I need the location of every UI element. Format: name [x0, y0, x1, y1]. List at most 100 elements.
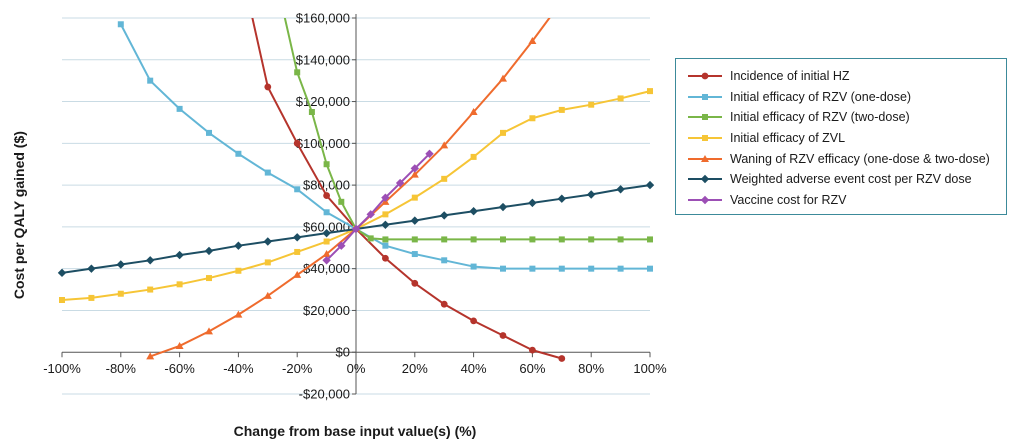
data-point — [87, 264, 96, 273]
data-point — [175, 250, 184, 260]
data-point — [470, 236, 477, 243]
data-point — [499, 332, 507, 339]
legend-item: Initial efficacy of RZV (one-dose) — [686, 87, 1006, 107]
data-point — [382, 236, 389, 243]
data-point — [263, 237, 272, 246]
data-point — [425, 149, 434, 158]
data-point — [146, 256, 155, 265]
data-point — [176, 105, 183, 112]
data-point — [617, 265, 624, 272]
data-point — [411, 194, 418, 201]
data-point — [440, 300, 448, 308]
data-point — [294, 248, 301, 255]
legend-swatch — [688, 135, 722, 142]
data-point — [470, 263, 477, 270]
y-tick-label: $80,000 — [303, 178, 350, 193]
x-tick-labels: -100% -80% -60% -40% -20% 0% 20% 40% 60% 80% 100% — [43, 352, 667, 376]
legend-item: Incidence of initial HZ — [686, 66, 1006, 86]
data-point — [57, 268, 67, 278]
legend: Incidence of initial HZ Initial efficacy … — [675, 58, 1007, 215]
data-point — [337, 241, 346, 250]
data-point — [558, 0, 566, 4]
data-point — [234, 241, 243, 250]
legend-swatch — [688, 93, 722, 100]
y-tick-label: $120,000 — [296, 94, 350, 109]
data-point — [147, 286, 154, 293]
data-point — [441, 257, 448, 264]
series-group — [57, 0, 655, 362]
data-point — [235, 150, 242, 157]
data-point — [323, 209, 330, 216]
data-point — [323, 238, 330, 245]
data-point — [264, 169, 271, 176]
legend-swatch — [688, 114, 722, 121]
x-tick-label: 0% — [347, 361, 366, 376]
data-point — [410, 170, 419, 178]
x-tick-label: -60% — [164, 361, 195, 376]
legend-swatch — [688, 154, 722, 162]
data-point — [322, 228, 331, 238]
data-point — [381, 193, 390, 202]
legend-marker — [702, 135, 708, 142]
data-point — [175, 341, 184, 349]
data-point — [558, 236, 565, 243]
data-point — [500, 236, 506, 243]
y-tick-label: $140,000 — [296, 52, 350, 67]
data-point — [616, 185, 625, 194]
data-point — [441, 175, 448, 182]
data-point — [617, 236, 624, 243]
y-tick-label: $160,000 — [296, 11, 350, 26]
data-point — [147, 77, 154, 84]
data-point — [645, 180, 655, 190]
legend-swatch — [688, 72, 722, 80]
data-point — [146, 352, 155, 360]
series-line — [119, 23, 650, 270]
series-line — [251, 18, 563, 360]
data-point — [366, 210, 375, 219]
legend-item: Waning of RZV efficacy (one-dose & two-d… — [686, 149, 1006, 169]
series — [322, 149, 434, 265]
data-point — [176, 281, 183, 288]
x-tick-label: -100% — [43, 361, 81, 376]
data-point — [382, 211, 389, 218]
data-point — [528, 198, 537, 208]
series-line — [283, 18, 650, 241]
data-point — [88, 294, 95, 301]
legend-marker — [701, 154, 709, 162]
data-point — [323, 192, 330, 199]
data-point — [558, 106, 565, 113]
x-tick-label: 20% — [402, 361, 428, 376]
legend-marker — [702, 114, 708, 121]
y-axis-title: Cost per QALY gained ($) — [11, 131, 27, 299]
data-point — [440, 141, 449, 149]
data-point — [529, 115, 536, 122]
data-point — [264, 83, 272, 91]
data-point — [469, 207, 478, 216]
data-point — [647, 236, 653, 243]
data-point — [410, 216, 419, 225]
legend-item: Initial efficacy of ZVL — [686, 128, 1006, 148]
legend-label: Initial efficacy of RZV (two-dose) — [730, 110, 910, 125]
data-point — [529, 265, 536, 272]
legend-marker — [701, 72, 709, 80]
data-point — [382, 254, 389, 262]
data-point — [382, 242, 389, 249]
data-point — [558, 265, 565, 272]
legend-label: Weighted adverse event cost per RZV dose — [730, 172, 972, 187]
x-tick-label: 80% — [578, 361, 604, 376]
data-point — [410, 164, 419, 173]
x-tick-label: 40% — [461, 361, 487, 376]
y-tick-label: $0 — [336, 345, 350, 360]
data-point — [280, 5, 286, 11]
data-point — [234, 310, 243, 318]
data-point — [411, 279, 419, 287]
x-tick-label: -80% — [106, 361, 137, 376]
data-point — [529, 236, 536, 243]
data-point — [381, 220, 390, 229]
data-point — [395, 178, 405, 188]
data-point — [498, 202, 508, 212]
y-tick-label: $100,000 — [296, 136, 350, 151]
legend-marker — [700, 175, 710, 184]
legend-marker — [700, 195, 710, 205]
